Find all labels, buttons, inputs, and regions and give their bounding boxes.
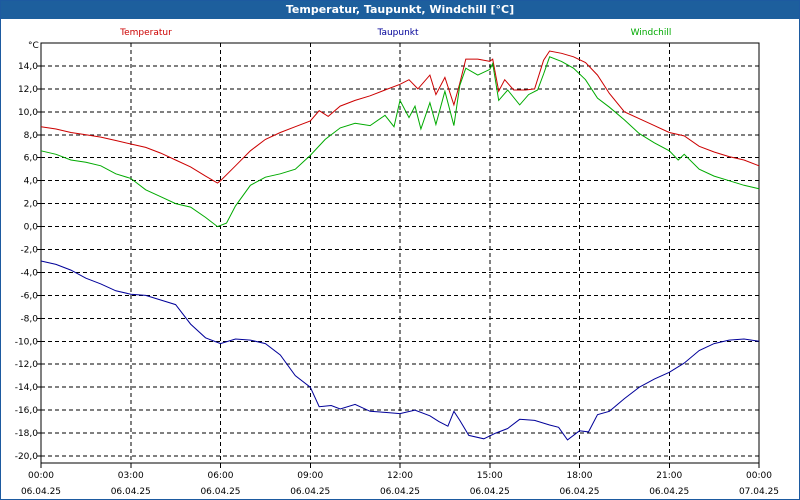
x-tick-time-label: 00:00	[746, 471, 772, 481]
y-tick-label: 2,0	[24, 200, 39, 210]
grid	[40, 43, 760, 463]
legend-item-windchill: Windchill	[631, 28, 672, 38]
series-line-temperatur	[40, 50, 760, 184]
x-tick-time-label: 21:00	[656, 471, 682, 481]
y-tick-label: -2,0	[20, 246, 38, 256]
y-tick-label: 14,0	[18, 62, 38, 72]
y-tick-label: -6,0	[20, 291, 38, 301]
x-tick-time-label: 06:00	[208, 471, 234, 481]
x-tick-date-label: 06.04.25	[380, 487, 420, 497]
y-tick-label: -20,0	[15, 452, 39, 462]
x-tick-date-label: 06.04.25	[290, 487, 330, 497]
y-tick-label: -14,0	[15, 383, 39, 393]
chart-title: Temperatur, Taupunkt, Windchill [°C]	[1, 1, 799, 19]
legend-item-temperatur: Temperatur	[119, 28, 172, 38]
x-axis: 00:00 06.04.25 03:00 06.04.25 06:00 06.04.25 0…	[21, 463, 779, 497]
x-tick-date-label: 06.04.25	[200, 487, 240, 497]
y-tick-label: 12,0	[18, 85, 38, 95]
y-tick-label: 4,0	[24, 177, 39, 187]
x-tick-date-label: 06.04.25	[470, 487, 510, 497]
y-tick-label: -4,0	[20, 268, 38, 278]
series-lines	[40, 50, 760, 441]
x-tick-time-label: 12:00	[387, 471, 413, 481]
y-tick-label: -10,0	[15, 337, 39, 347]
y-axis-unit: °C	[28, 41, 39, 51]
x-tick-time-label: 09:00	[297, 471, 323, 481]
y-tick-label: 8,0	[24, 131, 39, 141]
y-tick-label: -8,0	[20, 314, 38, 324]
y-tick-label: -18,0	[15, 429, 39, 439]
x-tick-time-label: 00:00	[28, 471, 54, 481]
series-line-taupunkt	[40, 260, 760, 441]
y-tick-label: 0,0	[24, 223, 39, 233]
x-tick-time-label: 15:00	[477, 471, 503, 481]
y-tick-label: 10,0	[18, 108, 38, 118]
legend-item-taupunkt: Taupunkt	[376, 28, 419, 38]
y-tick-label: -16,0	[15, 406, 39, 416]
series-line-windchill	[40, 56, 760, 228]
y-axis: -20,0 -18,0 -16,0 -14,0 -12,0 -10,0 -8,0 -6,0 -4…	[15, 62, 41, 462]
y-tick-label: 6,0	[24, 154, 39, 164]
x-tick-date-label: 07.04.25	[739, 487, 779, 497]
x-tick-date-label: 06.04.25	[559, 487, 599, 497]
x-tick-date-label: 06.04.25	[111, 487, 151, 497]
legend: Temperatur Taupunkt Windchill	[119, 28, 671, 38]
x-tick-time-label: 18:00	[567, 471, 593, 481]
x-tick-time-label: 03:00	[118, 471, 144, 481]
x-tick-date-label: 06.04.25	[21, 487, 61, 497]
x-tick-date-label: 06.04.25	[649, 487, 689, 497]
y-tick-label: -12,0	[15, 360, 39, 370]
